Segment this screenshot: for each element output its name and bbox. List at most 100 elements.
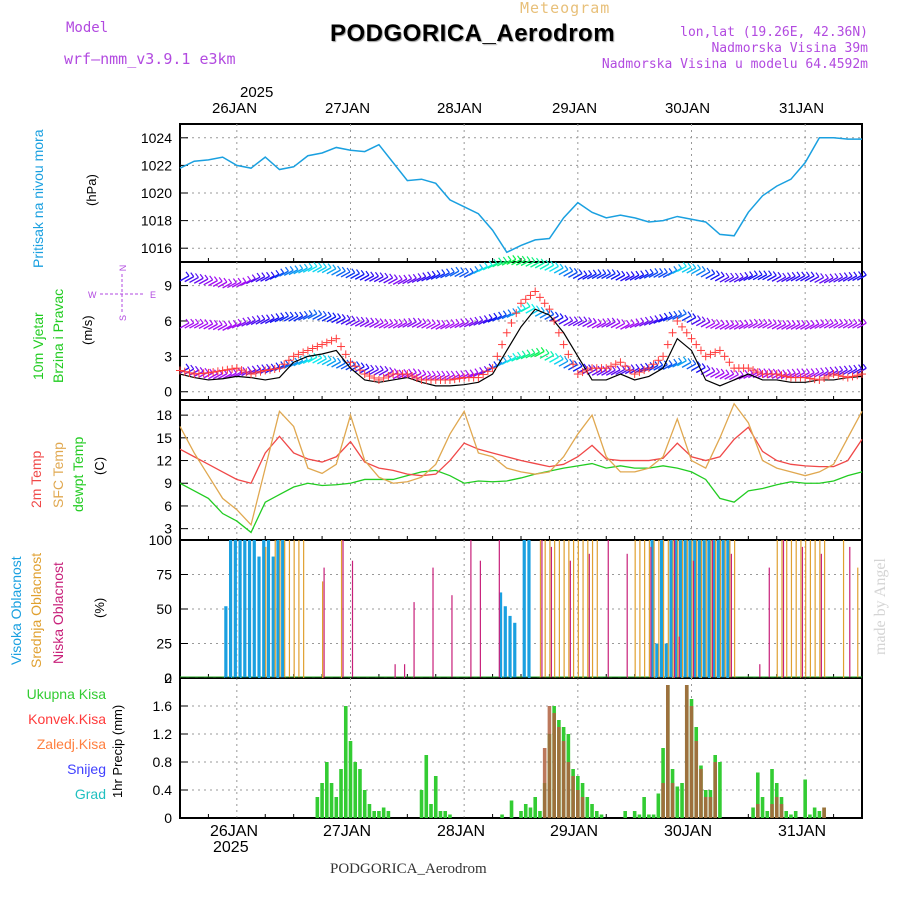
wind-barb-flag — [616, 269, 621, 275]
ytick-label-precip-3: 1.2 — [153, 726, 173, 742]
cloud-low-bar — [692, 560, 695, 678]
wind-barb-flag — [360, 316, 365, 322]
precip-total-bar — [803, 779, 807, 818]
wind-barb-flag — [625, 364, 630, 370]
wind-barb-flag — [824, 273, 829, 279]
wind-barb-flag — [228, 369, 233, 375]
precip-total-bar — [362, 790, 367, 818]
wind-barb-flag — [408, 368, 413, 374]
compass-n: N — [118, 265, 128, 272]
wind-barb-flag — [768, 318, 773, 324]
wind-barb — [809, 276, 820, 283]
wind-barb-flag — [711, 367, 716, 372]
wind-barb — [402, 321, 412, 328]
wind-barb — [227, 323, 237, 330]
wind-barb-flag — [441, 319, 446, 325]
wind-barb-flag — [204, 274, 209, 280]
wind-barb-flag — [550, 350, 555, 356]
wind-barb-flag — [398, 369, 403, 375]
wind-barb — [757, 274, 768, 281]
wind-barb-flag — [427, 318, 432, 324]
wind-barb-flag — [365, 270, 370, 276]
cloud-high-bar — [503, 606, 507, 678]
wind-barb — [335, 270, 346, 277]
wind-barb-flag — [654, 361, 659, 366]
wind-barb-flag — [848, 318, 853, 324]
wind-barb-flag — [223, 277, 228, 283]
wind-barb-flag — [261, 314, 266, 320]
precip-total-bar — [656, 793, 661, 818]
precip-conv-bar — [708, 797, 713, 818]
precip-total-bar — [599, 814, 604, 818]
precip-total-bar — [765, 811, 770, 818]
wind-barb-flag — [384, 365, 389, 371]
wind-barb — [383, 277, 393, 284]
wind-barb-flag — [488, 313, 493, 319]
wind-barb — [800, 275, 810, 282]
wind-barb — [378, 369, 389, 376]
wind-barb-flag — [322, 262, 327, 268]
cloud-high-bar — [650, 540, 654, 678]
wind-barb-flag — [578, 316, 583, 322]
wind-barb-flag — [834, 273, 839, 278]
wind-barb — [350, 320, 360, 327]
wind-barb-flag — [346, 267, 351, 273]
wind-barb-flag — [341, 313, 346, 319]
wind-barb-flag — [649, 268, 654, 274]
wind-barb-flag — [242, 367, 247, 372]
wind-barb — [241, 279, 251, 286]
precip-total-bar — [637, 814, 642, 818]
wind-barb — [364, 368, 375, 375]
wind-barb — [601, 321, 611, 328]
wind-barb-flag — [545, 348, 550, 354]
wind-barb — [686, 267, 697, 274]
wind-barb — [658, 316, 668, 323]
wind-barb-flag — [701, 316, 706, 322]
wind-barb — [549, 356, 559, 363]
precip-legend: Ukupna Kisa Konvek.Kisa Zaledj.Kisa Snij… — [0, 686, 106, 806]
wind-barb-flag — [403, 274, 408, 280]
wind-barb-flag — [427, 370, 432, 376]
wind-barb — [795, 323, 806, 330]
cloud-high-bar — [683, 540, 687, 678]
precip-conv-bar — [822, 807, 826, 818]
wind-barb — [454, 322, 465, 329]
cloud-low-bar — [782, 540, 785, 678]
wind-barb-flag — [810, 319, 815, 325]
wind-barb-flag — [384, 318, 389, 324]
wind-barb — [771, 323, 782, 330]
wind-barb-flag — [427, 271, 432, 277]
legend-hail: Grad — [74, 786, 106, 802]
wind-barb-flag — [749, 271, 754, 276]
wind-barb — [307, 265, 318, 273]
wind-barb — [681, 266, 692, 273]
wind-barb-flag — [356, 361, 360, 366]
wind-barb-flag — [749, 319, 754, 324]
wind-barb-flag — [787, 319, 791, 325]
wind-barb-flag — [251, 365, 256, 371]
wind-barb — [705, 272, 716, 280]
precip-total-bar — [348, 741, 353, 818]
date-bot-1: 27JAN — [323, 823, 372, 840]
wind-barb — [402, 278, 412, 285]
ytick-label-pressure-4: 1024 — [141, 130, 172, 146]
cloud-low-bar — [541, 540, 543, 678]
wind-barb-flag — [687, 262, 692, 268]
wind-barb — [544, 264, 555, 271]
wind-barb-flag — [564, 265, 569, 270]
cloud-low-bar — [626, 553, 628, 678]
ytick-label-temp-3: 12 — [156, 453, 172, 469]
wind-barb-flag — [635, 363, 640, 369]
wind-barb-flag — [209, 275, 214, 281]
ytick-label-temp-0: 3 — [164, 521, 172, 537]
ytick-label-cloud-2: 50 — [156, 601, 172, 617]
wind-barb — [710, 274, 720, 281]
wind-barb — [212, 280, 223, 287]
wind-barb — [326, 316, 337, 323]
wind-barb-flag — [640, 270, 645, 276]
precip-conv-bar — [713, 762, 717, 818]
wind-barb — [231, 322, 242, 329]
wind-barb — [388, 278, 398, 285]
wind-barb — [487, 262, 498, 269]
